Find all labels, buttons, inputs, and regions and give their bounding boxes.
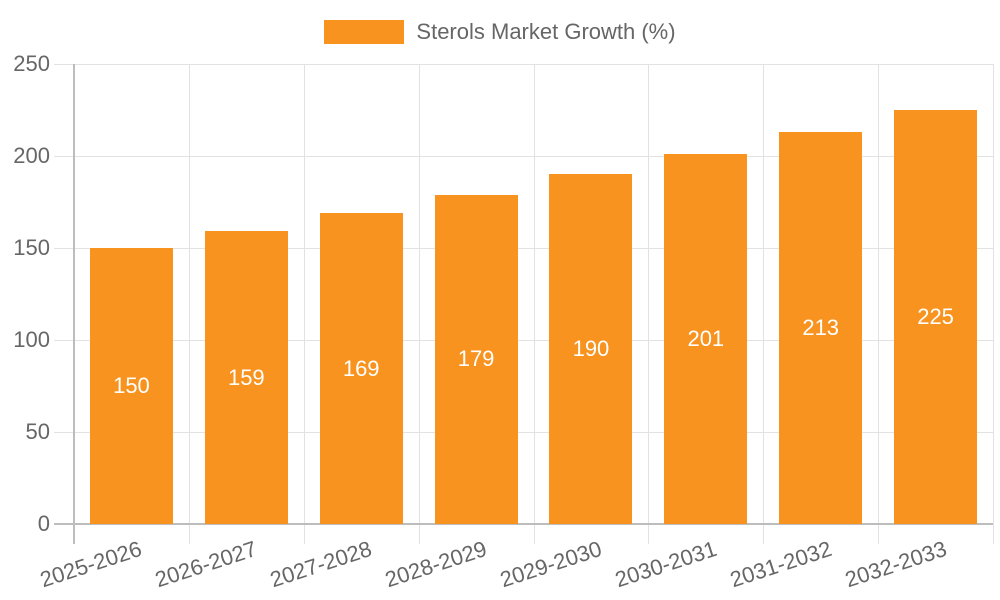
x-axis-tick-label: 2031-2032 bbox=[726, 536, 835, 593]
bar-value-label: 179 bbox=[457, 346, 495, 372]
bar-value-label: 213 bbox=[802, 315, 840, 341]
y-axis-tick-label: 250 bbox=[13, 51, 50, 76]
bar-value-label: 190 bbox=[572, 336, 610, 362]
gridline-vertical bbox=[418, 64, 420, 544]
legend-swatch[interactable] bbox=[324, 20, 405, 44]
gridline-horizontal bbox=[54, 64, 993, 65]
gridline-horizontal bbox=[54, 248, 993, 249]
y-axis-line bbox=[73, 64, 75, 544]
bar-2032-2033[interactable] bbox=[894, 110, 978, 524]
x-axis-tick-label: 2026-2027 bbox=[152, 536, 261, 593]
legend-label[interactable]: Sterols Market Growth (%) bbox=[416, 19, 676, 44]
gridline-vertical bbox=[763, 64, 765, 544]
gridline-horizontal bbox=[54, 156, 993, 157]
gridline-vertical bbox=[648, 64, 650, 544]
gridline-vertical bbox=[188, 64, 190, 544]
bar-value-label: 169 bbox=[342, 355, 380, 381]
bar-2025-2026[interactable] bbox=[89, 248, 173, 524]
x-axis-line bbox=[54, 523, 993, 525]
gridline-horizontal bbox=[54, 432, 993, 433]
x-axis-tick-label: 2025-2026 bbox=[37, 536, 146, 593]
y-axis-tick-label: 200 bbox=[13, 143, 50, 168]
x-axis-tick-label: 2029-2030 bbox=[496, 536, 605, 593]
gridline-horizontal bbox=[54, 340, 993, 341]
bar-2030-2031[interactable] bbox=[664, 154, 748, 524]
y-axis-tick-label: 0 bbox=[37, 511, 50, 536]
bar-2026-2027[interactable] bbox=[204, 231, 288, 524]
chart-legend: Sterols Market Growth (%) bbox=[0, 19, 1000, 45]
bar-value-label: 150 bbox=[113, 373, 150, 398]
x-axis-tick-label: 2027-2028 bbox=[267, 536, 375, 593]
bar-value-label: 201 bbox=[687, 326, 725, 352]
bar-value-label: 225 bbox=[917, 304, 954, 329]
bar-2028-2029[interactable] bbox=[434, 194, 518, 524]
x-axis-tick-label: 2032-2033 bbox=[841, 536, 950, 593]
x-axis-tick-label: 2030-2031 bbox=[611, 536, 720, 593]
gridline-vertical bbox=[303, 64, 305, 544]
bar-2029-2030[interactable] bbox=[549, 174, 633, 524]
gridline-vertical bbox=[878, 64, 880, 544]
x-axis-tick-label: 2028-2029 bbox=[381, 536, 490, 593]
gridline-vertical bbox=[993, 64, 994, 544]
y-axis-tick-label: 150 bbox=[13, 235, 50, 260]
bar-value-label: 159 bbox=[227, 364, 265, 390]
y-axis-tick-label: 50 bbox=[25, 419, 50, 444]
gridline-vertical bbox=[533, 64, 535, 544]
bar-2031-2032[interactable] bbox=[779, 132, 863, 524]
bar-2027-2028[interactable] bbox=[319, 213, 403, 524]
y-axis-tick-label: 100 bbox=[13, 327, 50, 352]
